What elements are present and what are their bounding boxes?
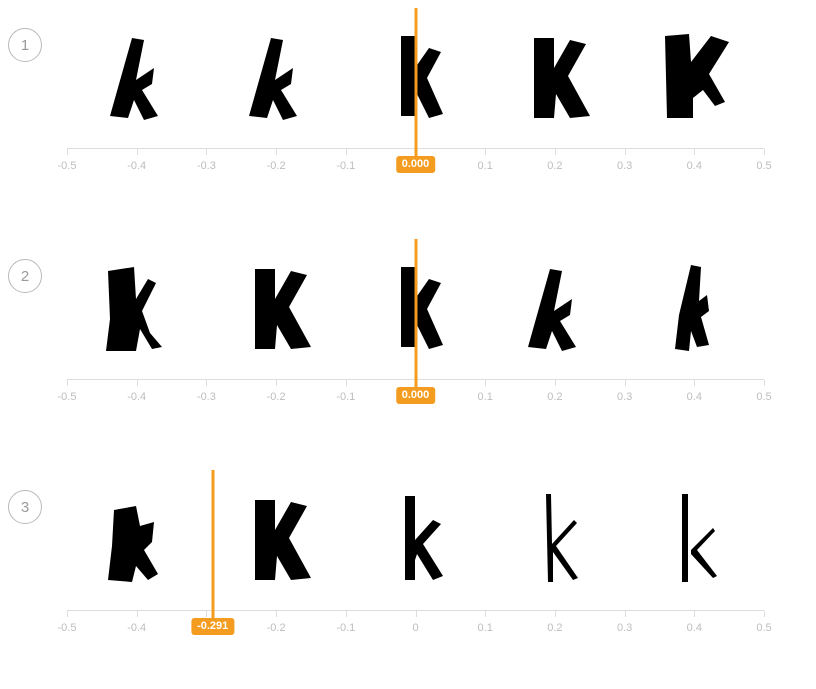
axis-tick-label: 0.2: [547, 160, 563, 172]
axis-tick-label: 0.4: [686, 391, 702, 403]
axis-tick: [694, 380, 696, 386]
slider-handle[interactable]: [414, 239, 417, 391]
axis-tick-label: -0.2: [266, 160, 286, 172]
axis-tick-label: 0.4: [686, 160, 702, 172]
axis-tick: [485, 380, 487, 386]
letter-k-sample: [649, 490, 739, 590]
axis-tick: [206, 149, 208, 155]
axis-tick-label: 0.5: [756, 391, 772, 403]
letter-k-sample: [231, 28, 321, 128]
axis-tick-label: 0.4: [686, 622, 702, 634]
axis-tick: [764, 380, 765, 386]
letter-k-sample: [92, 28, 182, 128]
axis-tick-label: -0.2: [266, 391, 286, 403]
axis-tick-label: -0.1: [336, 160, 356, 172]
axis-tick-label: -0.4: [127, 391, 147, 403]
letter-k-sample: [649, 259, 739, 359]
axis-tick: [276, 149, 278, 155]
axis-tick-label: -0.1: [336, 622, 356, 634]
axis-tick-label: -0.5: [57, 160, 77, 172]
slider-value-label: 0.000: [395, 387, 436, 404]
axis-tick: [136, 149, 138, 155]
axis-tick: [206, 380, 208, 386]
axis-tick-label: 0.1: [477, 391, 493, 403]
axis-tick: [345, 611, 347, 617]
slider-value-label: 0.000: [395, 156, 436, 173]
axis-tick: [554, 611, 556, 617]
letter-k-sample: [92, 490, 182, 590]
letter-k-sample: [231, 259, 321, 359]
axis-tick: [485, 149, 487, 155]
axis-tick-label: 0: [412, 622, 419, 634]
axis-tick-label: -0.4: [127, 160, 147, 172]
axis-tick-label: -0.3: [196, 391, 216, 403]
slider-handle[interactable]: [211, 470, 215, 622]
letter-k-sample: [510, 490, 600, 590]
row-number-badge: 3: [8, 490, 42, 524]
axis-tick-label: 0.2: [547, 622, 563, 634]
axis-tick: [624, 380, 626, 386]
axis-tick: [136, 380, 138, 386]
axis-tick: [415, 611, 417, 617]
axis-tick-label: 0.5: [756, 160, 772, 172]
axis-tick-label: -0.2: [266, 622, 286, 634]
axis-tick: [554, 380, 556, 386]
axis-tick-label: 0.1: [477, 160, 493, 172]
row-number-badge: 1: [8, 28, 42, 62]
axis-tick: [764, 611, 765, 617]
letter-k-sample: [231, 490, 321, 590]
axis-tick: [136, 611, 138, 617]
axis-tick: [67, 149, 68, 155]
letter-k-sample: [371, 259, 461, 359]
axis-tick: [345, 380, 347, 386]
axis-tick: [67, 611, 68, 617]
axis-tick-label: 0.2: [547, 391, 563, 403]
axis-tick: [554, 149, 556, 155]
axis-tick: [206, 611, 208, 617]
axis-tick: [276, 380, 278, 386]
axis-tick: [624, 611, 626, 617]
axis-tick-label: 0.3: [616, 391, 633, 403]
letter-k-sample: [510, 259, 600, 359]
axis-tick: [764, 149, 765, 155]
axis-tick-label: 0.3: [616, 622, 633, 634]
letter-k-sample: [510, 28, 600, 128]
axis-tick: [694, 149, 696, 155]
interpolation-row-1: 1-0.5-0.4-0.3-0.2-0.100.10.20.30.40.50.0…: [0, 0, 816, 200]
axis-tick: [694, 611, 696, 617]
axis-tick-label: 0.1: [477, 622, 493, 634]
slider-handle[interactable]: [414, 8, 417, 160]
axis-tick: [67, 380, 68, 386]
axis-tick: [624, 149, 626, 155]
slider-value-label: -0.291: [191, 618, 235, 635]
row-number-badge: 2: [8, 259, 42, 293]
axis-tick: [345, 149, 347, 155]
axis-tick-label: -0.4: [127, 622, 147, 634]
letter-k-sample: [92, 259, 182, 359]
axis-tick-label: 0.5: [756, 622, 772, 634]
axis-tick-label: 0.3: [616, 160, 633, 172]
letter-k-sample: [371, 490, 461, 590]
axis-tick-label: -0.5: [57, 391, 77, 403]
interpolation-row-3: 3-0.5-0.4-0.3-0.2-0.100.10.20.30.40.5-0.…: [0, 462, 816, 662]
slider-axis[interactable]: [67, 610, 764, 611]
interpolation-row-2: 2-0.5-0.4-0.3-0.2-0.100.10.20.30.40.50.0…: [0, 231, 816, 431]
axis-tick-label: -0.3: [196, 160, 216, 172]
axis-tick: [276, 611, 278, 617]
axis-tick-label: -0.5: [57, 622, 77, 634]
letter-k-sample: [649, 28, 739, 128]
letter-k-sample: [371, 28, 461, 128]
axis-tick: [485, 611, 487, 617]
axis-tick-label: -0.1: [336, 391, 356, 403]
